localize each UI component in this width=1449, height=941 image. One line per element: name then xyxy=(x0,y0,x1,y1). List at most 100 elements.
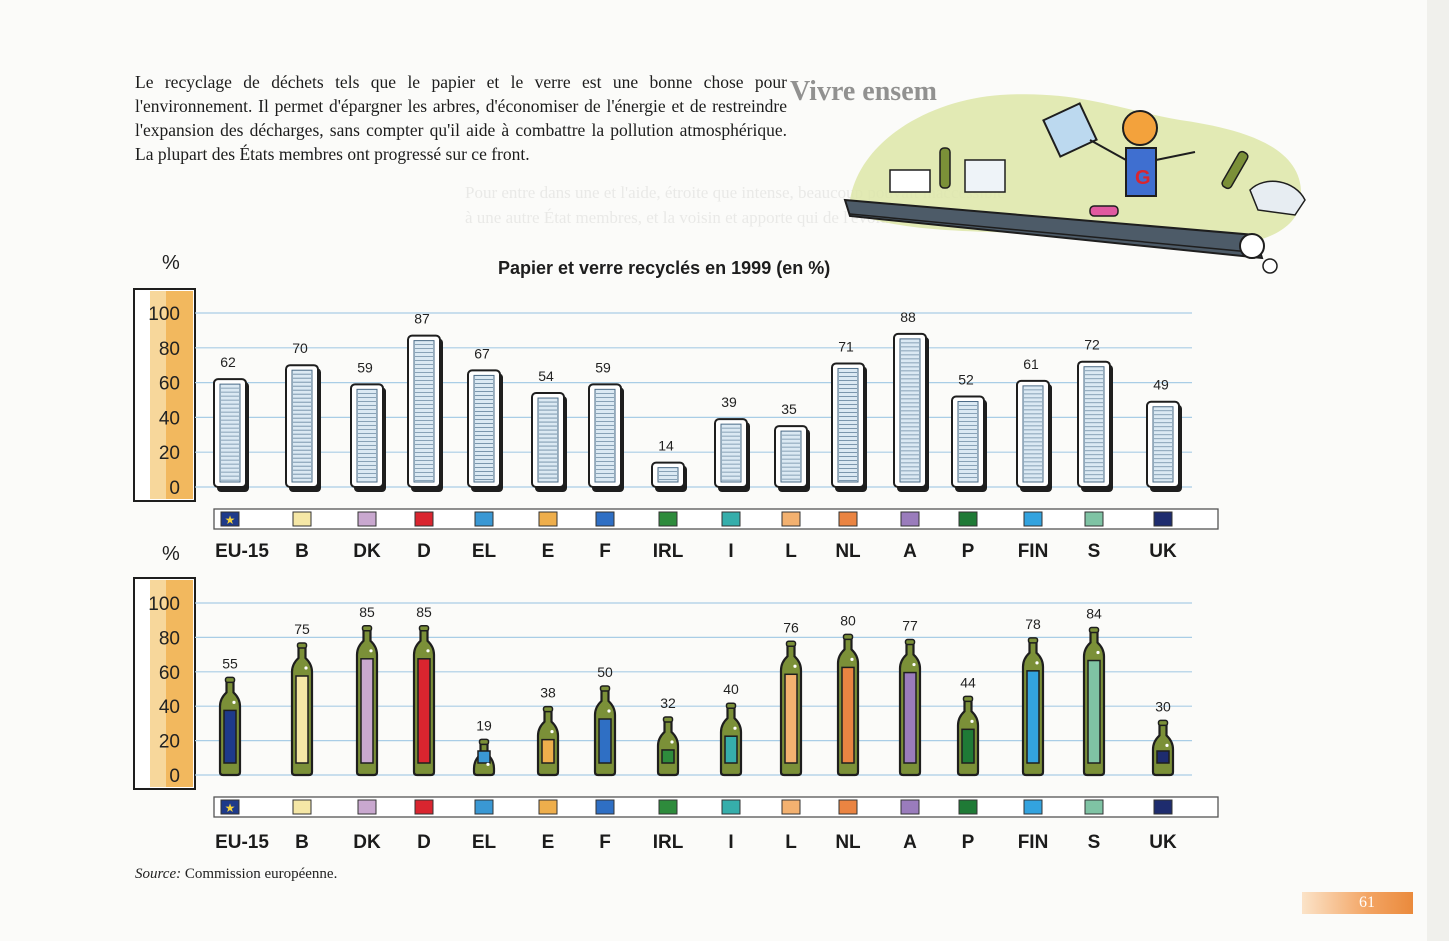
legend-swatch xyxy=(414,799,434,815)
glass-chart: 100 80 60 40 20 0 55 ★ EU-15 75 B 85 DK 85 D 19 EL 38 E 50 F… xyxy=(133,577,1219,853)
category-label: UK xyxy=(1149,541,1177,562)
legend-swatch xyxy=(538,799,558,815)
data-label: 14 xyxy=(658,438,674,454)
category-label: FIN xyxy=(1018,832,1049,853)
legend-swatch xyxy=(474,511,494,527)
legend-swatch xyxy=(900,799,920,815)
legend-swatch xyxy=(1084,511,1104,527)
legend-swatch xyxy=(1023,511,1043,527)
y-tick-label: 60 xyxy=(159,663,180,684)
eu-star-icon: ★ xyxy=(225,801,236,815)
bottle-cap xyxy=(296,642,308,649)
category-label: NL xyxy=(835,832,861,853)
category-label: A xyxy=(903,832,917,853)
category-label: DK xyxy=(353,541,381,562)
bottle-highlight xyxy=(850,657,854,662)
legend-swatch xyxy=(1084,799,1104,815)
glass-bottle-bar xyxy=(656,718,680,777)
source-text: Commission européenne. xyxy=(184,866,338,882)
data-label: 88 xyxy=(900,309,916,325)
paper-stack-sheets xyxy=(780,430,802,483)
bottle-label xyxy=(961,728,975,764)
bottle-cap xyxy=(599,685,611,692)
legend-swatch xyxy=(595,799,615,815)
bottle-label xyxy=(223,709,237,764)
category-label: IRL xyxy=(653,832,684,853)
source-note: Source: Commission européenne. xyxy=(135,866,337,883)
data-label: 39 xyxy=(721,394,737,410)
y-tick-label: 20 xyxy=(159,732,180,753)
data-label: 67 xyxy=(474,345,490,361)
bottle-cap xyxy=(904,638,916,646)
y-axis-band-light xyxy=(150,580,166,787)
category-label: EU-15 xyxy=(215,541,269,562)
paper-y-unit: % xyxy=(162,252,180,274)
bottle-label xyxy=(541,738,555,764)
legend-swatch xyxy=(414,511,434,527)
data-label: 52 xyxy=(958,372,974,388)
y-axis-band-light xyxy=(150,291,166,499)
page-number: 61 xyxy=(1302,892,1413,914)
category-label: A xyxy=(903,541,917,562)
data-label: 32 xyxy=(660,695,676,711)
data-label: 76 xyxy=(783,619,799,635)
y-tick-label: 0 xyxy=(169,766,180,787)
category-label: I xyxy=(728,832,733,853)
category-label: E xyxy=(542,541,555,562)
y-tick-label: 40 xyxy=(159,408,180,429)
bottle-cap xyxy=(1157,719,1169,727)
data-label: 85 xyxy=(359,604,375,620)
bottle-label xyxy=(360,658,374,764)
bottle-highlight xyxy=(486,762,490,766)
bottle-cap xyxy=(1027,637,1039,644)
category-label: IRL xyxy=(653,541,684,562)
data-label: 55 xyxy=(222,655,238,671)
legend-swatch xyxy=(958,799,978,815)
chart-title: Papier et verre recyclés en 1999 (en %) xyxy=(498,258,831,278)
paper-stack-sheets xyxy=(537,397,559,483)
category-label: DK xyxy=(353,832,381,853)
bottle-highlight xyxy=(793,664,797,668)
paper-stack-sheets xyxy=(1152,406,1174,483)
bottle-highlight xyxy=(426,649,430,653)
data-label: 40 xyxy=(723,681,739,697)
category-label: EU-15 xyxy=(215,832,269,853)
data-label: 59 xyxy=(357,359,373,375)
legend-swatch xyxy=(595,511,615,527)
bottle-cap xyxy=(785,640,797,648)
category-label: NL xyxy=(835,541,861,562)
legend-swatch xyxy=(220,799,240,815)
y-tick-label: 100 xyxy=(148,594,180,615)
source-label: Source: xyxy=(135,866,182,882)
category-label: B xyxy=(295,541,309,562)
eu-star-icon: ★ xyxy=(225,513,236,527)
bottle-highlight xyxy=(1096,650,1100,655)
category-label: EL xyxy=(472,541,497,562)
bottle-label xyxy=(1156,750,1170,764)
data-label: 75 xyxy=(294,621,310,637)
data-label: 77 xyxy=(902,618,918,634)
legend-swatch xyxy=(220,511,240,527)
legend-swatch xyxy=(1153,799,1173,815)
data-label: 61 xyxy=(1023,356,1039,372)
legend-swatch xyxy=(292,511,312,527)
bottle-label xyxy=(295,675,309,764)
category-label: P xyxy=(962,541,975,562)
legend-swatch xyxy=(1153,511,1173,527)
bottle-cap xyxy=(478,738,490,746)
data-label: 30 xyxy=(1155,698,1171,714)
bottle-highlight xyxy=(1165,743,1169,748)
paper-stack-sheets xyxy=(837,367,859,483)
legend-swatch xyxy=(838,799,858,815)
legend-swatch xyxy=(1023,799,1043,815)
bottle-cap xyxy=(962,695,974,703)
legend-swatch xyxy=(958,511,978,527)
y-tick-label: 40 xyxy=(159,697,180,718)
legend-swatch xyxy=(357,511,377,527)
category-label: B xyxy=(295,832,309,853)
y-tick-label: 80 xyxy=(159,339,180,360)
data-label: 87 xyxy=(414,311,430,327)
category-label: FIN xyxy=(1018,541,1049,562)
legend-swatch xyxy=(658,511,678,527)
data-label: 50 xyxy=(597,664,613,680)
